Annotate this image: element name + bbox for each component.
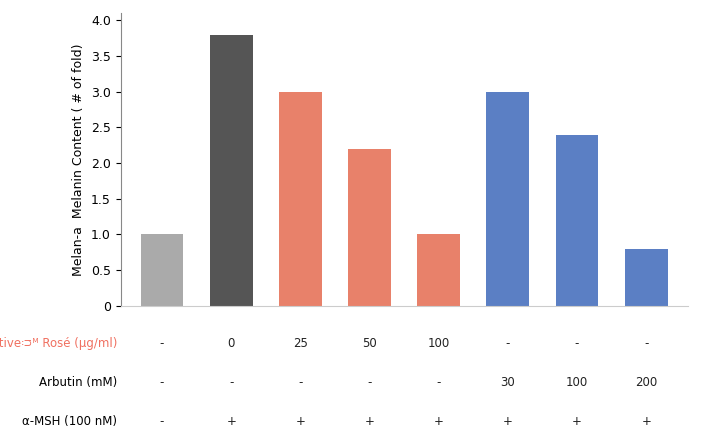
- Text: 25: 25: [293, 336, 308, 350]
- Text: ProActiveᴞᴹ Rosé (μg/ml): ProActiveᴞᴹ Rosé (μg/ml): [0, 336, 117, 350]
- Text: -: -: [644, 336, 649, 350]
- Text: -: -: [367, 376, 372, 389]
- Bar: [210, 35, 252, 306]
- Text: +: +: [226, 415, 236, 428]
- Text: -: -: [506, 336, 510, 350]
- Text: 200: 200: [635, 376, 657, 389]
- Text: +: +: [503, 415, 513, 428]
- Bar: [625, 249, 668, 306]
- Text: +: +: [572, 415, 582, 428]
- Text: -: -: [229, 376, 233, 389]
- Bar: [279, 92, 322, 306]
- Text: -: -: [437, 376, 441, 389]
- Text: -: -: [160, 415, 164, 428]
- Bar: [140, 235, 184, 306]
- Text: 100: 100: [428, 336, 450, 350]
- Text: 50: 50: [362, 336, 377, 350]
- Text: Arbutin (mM): Arbutin (mM): [39, 376, 117, 389]
- Bar: [556, 135, 598, 306]
- Bar: [418, 235, 460, 306]
- Text: -: -: [160, 376, 164, 389]
- Text: +: +: [641, 415, 651, 428]
- Bar: [486, 92, 530, 306]
- Y-axis label: Melan-a  Melanin Content ( # of fold): Melan-a Melanin Content ( # of fold): [72, 43, 85, 276]
- Text: -: -: [160, 336, 164, 350]
- Text: 100: 100: [566, 376, 588, 389]
- Text: +: +: [364, 415, 374, 428]
- Text: α-MSH (100 nM): α-MSH (100 nM): [22, 415, 117, 428]
- Text: 30: 30: [501, 376, 515, 389]
- Text: +: +: [434, 415, 444, 428]
- Text: +: +: [296, 415, 306, 428]
- Text: 0: 0: [228, 336, 235, 350]
- Text: -: -: [298, 376, 303, 389]
- Bar: [348, 149, 391, 306]
- Text: -: -: [575, 336, 579, 350]
